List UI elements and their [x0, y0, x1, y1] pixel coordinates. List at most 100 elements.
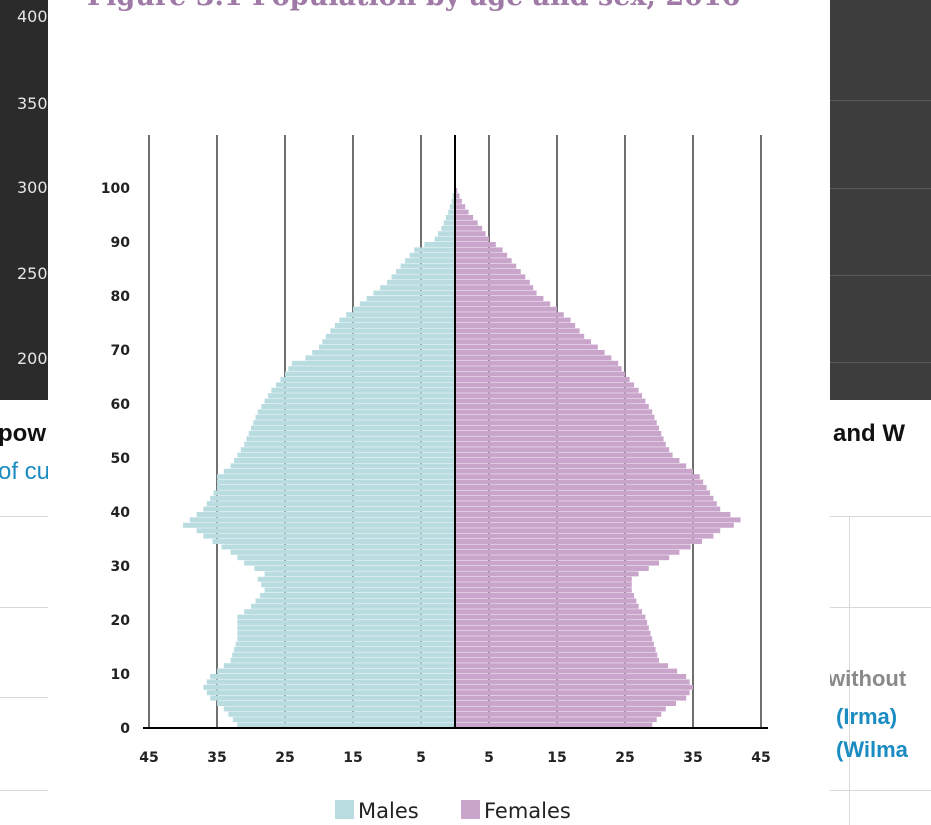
males-bar [203, 506, 455, 512]
males-bar [255, 414, 455, 420]
males-bar [409, 252, 455, 258]
females-bar [455, 252, 508, 258]
males-bar [449, 204, 455, 210]
females-bar [455, 674, 687, 679]
females-bar [455, 387, 639, 393]
males-bar [183, 522, 455, 528]
background-table-rule [830, 516, 931, 517]
males-bar [217, 701, 455, 706]
males-bar [237, 555, 455, 561]
females-bar [455, 436, 664, 442]
males-bar [261, 582, 455, 588]
females-bar [455, 236, 489, 242]
background-muted-text: without [828, 666, 907, 691]
females-bar [455, 647, 656, 652]
males-bar [221, 544, 455, 550]
females-bar [455, 620, 648, 625]
males-bar [237, 614, 455, 620]
males-bar [237, 620, 455, 625]
females-bar [455, 576, 632, 582]
females-bar [455, 306, 557, 312]
background-table-rule [0, 516, 48, 517]
x-tick-label: 25 [275, 750, 294, 766]
males-bar [264, 571, 455, 577]
background-y-tick: 350 [17, 94, 48, 113]
females-bar [455, 371, 625, 377]
males-bar [257, 576, 455, 582]
females-bar [455, 441, 666, 447]
y-tick-label: 0 [120, 721, 130, 737]
females-bar [455, 377, 630, 382]
females-bar [455, 701, 676, 706]
background-table-rule [0, 697, 48, 698]
males-bar [237, 452, 455, 458]
x-tick-label: 45 [751, 750, 770, 766]
males-bar [322, 339, 455, 345]
background-gridline [830, 100, 931, 101]
males-bar [373, 290, 455, 296]
females-bar [455, 274, 526, 280]
males-bar [291, 360, 455, 366]
females-bar [455, 247, 503, 253]
females-bar [455, 571, 639, 577]
males-legend-swatch [335, 800, 354, 819]
females-bar [455, 555, 670, 561]
males-bar [232, 652, 455, 658]
males-bar [223, 706, 455, 712]
males-bars [183, 188, 456, 728]
males-bar [424, 242, 455, 247]
females-bar [455, 263, 517, 269]
females-bar [455, 560, 659, 566]
males-bar [189, 517, 456, 523]
males-bar [206, 679, 455, 685]
females-bar [455, 279, 530, 285]
males-bar [325, 333, 455, 339]
males-bar [244, 441, 455, 447]
males-bar [251, 603, 455, 609]
background-table-rule [0, 790, 48, 791]
females-bar [455, 328, 580, 334]
males-bar [280, 377, 455, 382]
y-tick-label: 20 [111, 613, 131, 629]
females-bar [455, 614, 646, 620]
background-chart-panel-right [830, 0, 931, 400]
females-bar [455, 188, 458, 193]
males-bar [230, 657, 455, 663]
females-bar [455, 506, 721, 512]
males-bar [285, 371, 455, 377]
males-bar [196, 512, 455, 517]
figure-title: Figure 3.1 Population by age and sex, 20… [87, 0, 787, 16]
background-table-rule [830, 607, 931, 608]
males-bar [237, 722, 455, 728]
x-tick-label: 45 [139, 750, 158, 766]
males-bar [244, 609, 455, 615]
females-legend-label: Females [484, 799, 571, 823]
males-bar [305, 355, 455, 361]
females-bar [455, 636, 653, 642]
females-bar [455, 490, 710, 496]
males-bar [234, 458, 455, 463]
males-bar [246, 436, 455, 442]
females-bar [455, 231, 486, 237]
females-bar [455, 652, 658, 658]
males-bar [366, 296, 455, 301]
males-bar [441, 225, 455, 231]
females-bar [455, 269, 521, 274]
females-bar [455, 215, 474, 220]
background-table-rule [0, 607, 48, 608]
background-link-irma[interactable]: (Irma) [836, 704, 898, 729]
males-bar [206, 501, 455, 507]
background-link-wilma[interactable]: (Wilma [836, 737, 908, 762]
males-bar [400, 263, 455, 269]
background-table-divider [849, 516, 850, 825]
males-bar [271, 387, 455, 393]
background-link-left[interactable]: of cu [0, 458, 51, 485]
females-bar [455, 220, 478, 226]
males-bar [230, 549, 455, 555]
males-bar [228, 711, 455, 717]
females-bar [455, 663, 669, 669]
background-gridline [830, 362, 931, 363]
females-bar [455, 420, 657, 426]
females-bar [455, 598, 637, 604]
x-tick-label: 15 [547, 750, 566, 766]
